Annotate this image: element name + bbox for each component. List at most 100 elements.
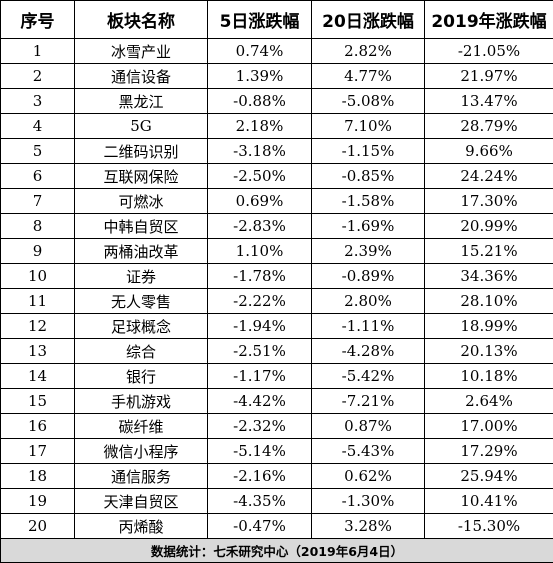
change-5day: 0.74% [208,39,312,64]
sector-name: 无人零售 [75,289,208,314]
change-ytd: 10.18% [425,364,553,389]
row-index: 19 [1,489,75,514]
change-ytd: 2.64% [425,389,553,414]
footer-row: 数据统计：七禾研究中心（2019年6月4日） [1,539,553,563]
sector-name: 丙烯酸 [75,514,208,539]
change-ytd: 15.21% [425,239,553,264]
change-5day: -5.14% [208,439,312,464]
change-20day: -5.08% [312,89,425,114]
change-5day: -1.17% [208,364,312,389]
header-ytd-change: 2019年涨跌幅 [425,1,553,39]
change-ytd: 17.00% [425,414,553,439]
sector-name: 可燃冰 [75,189,208,214]
change-20day: 7.10% [312,114,425,139]
row-index: 16 [1,414,75,439]
row-index: 9 [1,239,75,264]
change-5day: -2.51% [208,339,312,364]
change-5day: -1.94% [208,314,312,339]
change-5day: -2.22% [208,289,312,314]
change-5day: -0.47% [208,514,312,539]
change-20day: 0.62% [312,464,425,489]
change-5day: 2.18% [208,114,312,139]
data-source-note: 数据统计：七禾研究中心（2019年6月4日） [1,539,553,563]
sector-name: 碳纤维 [75,414,208,439]
change-ytd: 28.10% [425,289,553,314]
change-20day: -5.42% [312,364,425,389]
sector-name: 通信设备 [75,64,208,89]
sector-name: 互联网保险 [75,164,208,189]
change-5day: 1.39% [208,64,312,89]
change-20day: 0.87% [312,414,425,439]
change-5day: 0.69% [208,189,312,214]
sector-name: 综合 [75,339,208,364]
change-ytd: 13.47% [425,89,553,114]
change-20day: 3.28% [312,514,425,539]
sector-name: 黑龙江 [75,89,208,114]
row-index: 11 [1,289,75,314]
row-index: 14 [1,364,75,389]
change-20day: 4.77% [312,64,425,89]
row-index: 18 [1,464,75,489]
change-5day: -2.16% [208,464,312,489]
change-20day: -7.21% [312,389,425,414]
header-sector-name: 板块名称 [75,1,208,39]
row-index: 10 [1,264,75,289]
row-index: 15 [1,389,75,414]
change-20day: 2.39% [312,239,425,264]
change-5day: -2.32% [208,414,312,439]
row-index: 6 [1,164,75,189]
change-ytd: 24.24% [425,164,553,189]
change-ytd: 20.99% [425,214,553,239]
change-ytd: 17.30% [425,189,553,214]
sector-name: 中韩自贸区 [75,214,208,239]
change-20day: -1.58% [312,189,425,214]
change-ytd: 10.41% [425,489,553,514]
change-20day: 2.80% [312,289,425,314]
change-ytd: 20.13% [425,339,553,364]
sector-name: 证券 [75,264,208,289]
change-20day: 2.82% [312,39,425,64]
change-5day: -0.88% [208,89,312,114]
row-index: 1 [1,39,75,64]
row-index: 20 [1,514,75,539]
change-20day: -1.15% [312,139,425,164]
change-5day: -3.18% [208,139,312,164]
change-ytd: -15.30% [425,514,553,539]
sector-name: 冰雪产业 [75,39,208,64]
row-index: 12 [1,314,75,339]
change-ytd: 21.97% [425,64,553,89]
change-ytd: 17.29% [425,439,553,464]
sector-name: 两桶油改革 [75,239,208,264]
row-index: 2 [1,64,75,89]
row-index: 7 [1,189,75,214]
change-ytd: 9.66% [425,139,553,164]
change-5day: -4.35% [208,489,312,514]
header-row: 序号 板块名称 5日涨跌幅 20日涨跌幅 2019年涨跌幅 [1,1,553,39]
row-index: 3 [1,89,75,114]
sector-name: 银行 [75,364,208,389]
sector-name: 足球概念 [75,314,208,339]
sector-name: 手机游戏 [75,389,208,414]
row-index: 13 [1,339,75,364]
change-5day: -4.42% [208,389,312,414]
row-index: 17 [1,439,75,464]
change-20day: -1.69% [312,214,425,239]
change-5day: -2.50% [208,164,312,189]
